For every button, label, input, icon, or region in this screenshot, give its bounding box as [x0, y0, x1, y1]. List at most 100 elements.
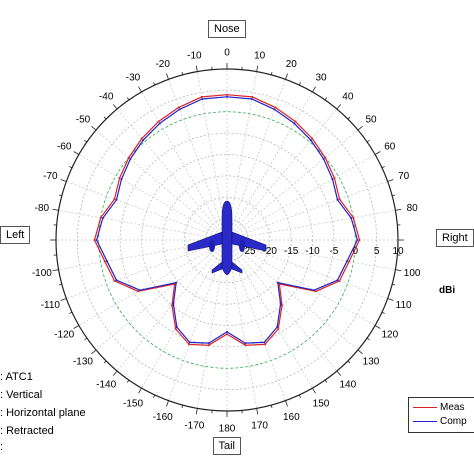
angle-tick-label: 40	[342, 91, 354, 102]
data-point-measured	[113, 279, 116, 282]
angle-tick-label: -10	[187, 50, 202, 61]
data-point-computed	[142, 139, 145, 142]
angle-tick-label: 110	[396, 300, 412, 311]
data-point-measured	[294, 120, 297, 123]
grid-spoke	[66, 239, 228, 299]
direction-label-right: Right	[436, 229, 474, 247]
legend-swatch-measured	[413, 406, 437, 408]
unit-label: dBi	[439, 285, 456, 296]
angle-tick-mark	[270, 405, 273, 409]
angle-tick-label: 100	[404, 268, 421, 279]
grid-spoke	[168, 79, 228, 241]
data-point-computed	[115, 198, 118, 201]
angle-tick-mark	[60, 179, 67, 182]
legend-swatch-computed	[413, 420, 437, 422]
grid-spoke	[58, 209, 228, 241]
info-line-plane: : Horizontal plane	[0, 407, 86, 419]
angle-tick-label: -20	[155, 59, 170, 70]
aircraft-right-stabilizer	[231, 261, 243, 274]
angle-tick-mark	[73, 151, 80, 155]
angle-tick-mark	[58, 283, 62, 286]
data-point-measured	[333, 177, 336, 179]
angle-tick-mark	[285, 400, 288, 407]
data-point-computed	[276, 281, 279, 284]
angle-tick-label: -160	[153, 412, 173, 423]
data-point-measured	[358, 239, 361, 241]
angle-tick-mark	[381, 311, 385, 314]
angle-tick-mark	[112, 104, 118, 110]
data-point-computed	[309, 139, 312, 142]
angle-tick-label: -80	[35, 203, 50, 214]
angle-tick-mark	[256, 408, 259, 415]
angle-tick-label: 20	[286, 59, 298, 70]
angle-tick-mark	[387, 179, 394, 182]
angle-tick-mark	[166, 400, 169, 407]
angle-tick-mark	[153, 394, 156, 398]
grid-spoke	[141, 91, 228, 241]
angle-tick-label: 140	[340, 380, 357, 391]
angle-tick-label: 130	[363, 356, 380, 367]
data-point-computed	[201, 98, 204, 100]
legend-item-computed: Comp	[413, 416, 467, 428]
angle-tick-mark	[91, 125, 97, 131]
angle-tick-mark	[138, 86, 142, 93]
direction-label-tail: Tail	[212, 437, 242, 455]
angle-tick-mark	[298, 394, 301, 398]
angle-tick-mark	[126, 379, 130, 383]
angle-tick-mark	[395, 269, 402, 272]
angle-tick-mark	[73, 325, 80, 329]
angle-tick-mark	[58, 194, 62, 197]
data-point-computed	[172, 302, 175, 305]
grid-spoke	[95, 129, 228, 241]
data-point-measured	[113, 198, 116, 201]
legend-label-computed: Comp	[440, 416, 467, 427]
grid-spoke	[226, 239, 313, 389]
direction-label-nose: Nose	[208, 20, 246, 38]
radial-tick-label: 5	[374, 246, 380, 257]
data-point-measured	[118, 177, 121, 179]
angle-tick-mark	[69, 311, 73, 314]
angle-tick-label: 0	[224, 48, 230, 59]
data-point-measured	[274, 106, 277, 109]
data-point-measured	[264, 343, 266, 346]
angle-tick-label: 150	[313, 398, 330, 409]
data-point-measured	[157, 120, 160, 123]
data-point-measured	[314, 290, 317, 293]
data-point-measured	[127, 156, 130, 159]
angle-tick-mark	[285, 73, 288, 80]
data-point-computed	[175, 281, 178, 284]
data-point-computed	[120, 178, 123, 181]
angle-tick-mark	[256, 65, 259, 72]
data-point-computed	[322, 157, 325, 160]
angle-tick-mark	[347, 360, 351, 364]
data-point-computed	[226, 95, 228, 98]
grid-spoke	[141, 239, 228, 389]
angle-tick-mark	[52, 208, 59, 211]
angle-tick-mark	[103, 360, 107, 364]
data-point-measured	[200, 95, 203, 98]
angle-tick-mark	[395, 208, 402, 211]
angle-tick-mark	[387, 298, 394, 301]
angle-tick-label: 10	[254, 50, 266, 61]
data-point-measured	[93, 239, 96, 241]
angle-tick-label: -140	[96, 380, 116, 391]
data-point-measured	[103, 260, 106, 263]
angle-tick-mark	[366, 139, 370, 143]
angle-tick-mark	[138, 387, 142, 394]
grid-spoke	[66, 181, 228, 241]
data-point-measured	[348, 260, 351, 263]
data-point-computed	[331, 178, 334, 181]
angle-tick-label: 60	[384, 142, 396, 153]
data-point-computed	[263, 341, 266, 344]
radial-tick-label: 10	[392, 246, 404, 257]
data-point-measured	[207, 344, 210, 347]
radial-tick-label: -15	[284, 246, 299, 257]
angle-tick-label: -50	[76, 115, 91, 126]
grid-circle	[119, 132, 335, 348]
data-point-measured	[281, 304, 283, 307]
data-point-computed	[188, 341, 191, 344]
angle-tick-label: 170	[251, 421, 268, 432]
data-point-computed	[279, 302, 282, 305]
angle-tick-mark	[52, 269, 59, 272]
info-line-polarization: : Vertical	[0, 389, 43, 401]
